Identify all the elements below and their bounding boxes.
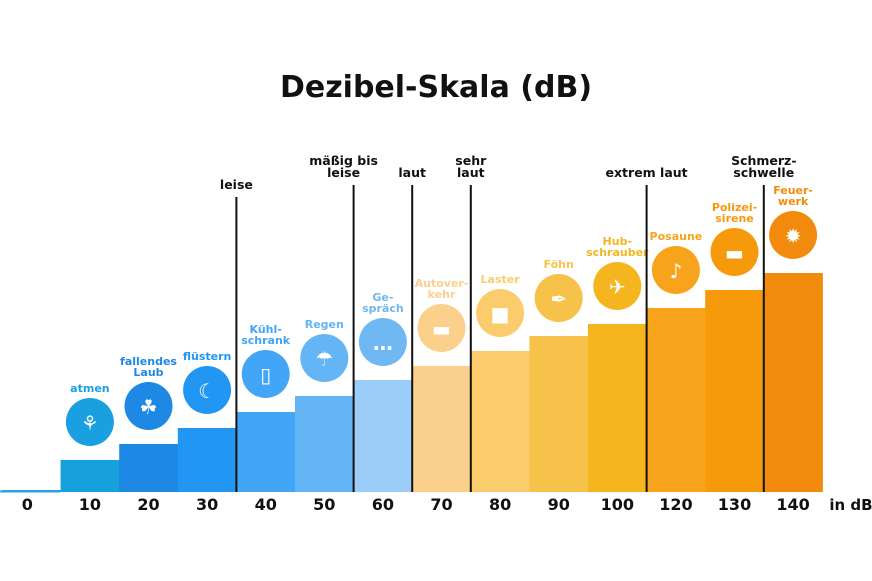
example-label-30: flüstern [183,350,232,363]
tick-label-120: 120 [659,495,692,514]
example-label-60: Ge- [372,291,393,304]
bar-30 [177,428,237,492]
bar-10 [60,460,120,492]
bar-140 [763,273,823,492]
tick-label-0: 0 [22,495,33,514]
bar-70 [412,366,472,492]
bar-100 [588,324,648,492]
bar-120 [646,308,706,492]
example-label-140: werk [778,195,809,208]
chart-title: Dezibel-Skala (dB) [280,70,592,105]
rain-cloud-icon [300,334,349,382]
bar-20 [119,444,179,492]
fireworks-icon [769,211,818,259]
threshold-label-80: laut [457,165,485,180]
lungs-icon-glyph: ⚘ [81,411,99,435]
example-label-10: atmen [70,382,109,395]
example-label-140: Feuer- [773,184,813,197]
example-label-100: schrauber [586,246,649,259]
fireworks-icon-glyph: ✹ [785,224,802,248]
tick-label-90: 90 [548,495,570,514]
helicopter-icon-glyph: ✈ [609,275,626,299]
hair-dryer-icon [534,274,583,322]
x-axis-label: in dB [829,496,872,514]
whisper-face-icon [183,366,232,414]
whisper-face-icon-glyph: ☾ [198,379,216,403]
tick-label-10: 10 [79,495,101,514]
example-label-20: fallendes [120,355,177,368]
bar-90 [529,336,589,492]
example-label-100: Hub- [603,235,632,248]
example-label-80: Laster [481,273,521,286]
speech-bubbles-icon-glyph: … [373,331,393,355]
truck-icon-glyph: ■ [491,302,510,326]
leaves-icon-glyph: ☘ [140,395,158,419]
lungs-icon [65,398,114,446]
tick-label-50: 50 [313,495,335,514]
tick-label-30: 30 [196,495,218,514]
truck-icon [476,289,525,337]
example-label-40: schrank [241,334,291,347]
tick-label-140: 140 [776,495,809,514]
bar-40 [236,412,296,492]
example-label-20: Laub [133,366,163,379]
tick-label-60: 60 [372,495,394,514]
threshold-label-140: Schmerz- [731,153,796,168]
tick-label-100: 100 [601,495,634,514]
example-label-40: Kühl- [250,323,282,336]
bar-50 [295,396,355,492]
tick-label-130: 130 [718,495,751,514]
example-label-70: kehr [428,288,456,301]
example-label-90: Föhn [544,258,574,271]
tick-label-40: 40 [255,495,277,514]
example-label-120: Posaune [650,230,703,243]
bar-130 [705,290,765,492]
police-car-icon-glyph: ▬ [725,241,744,265]
threshold-label-40: leise [220,177,253,192]
speech-bubbles-icon [358,318,407,366]
tick-label-80: 80 [489,495,511,514]
car-icon [417,304,466,352]
threshold-label-140: schwelle [733,165,794,180]
fridge-icon-glyph: ▯ [260,363,271,387]
threshold-label-120: extrem laut [606,165,688,180]
fridge-icon [241,350,290,398]
police-car-icon [710,228,759,276]
example-label-50: Regen [305,318,344,331]
tick-label-70: 70 [430,495,452,514]
example-label-130: sirene [715,212,754,225]
tick-label-20: 20 [137,495,159,514]
car-icon-glyph: ▬ [432,317,451,341]
example-label-130: Polizei- [712,201,757,214]
hair-dryer-icon-glyph: ✒ [550,287,567,311]
trombone-icon-glyph: ♪ [670,259,683,283]
bar-80 [470,351,530,492]
threshold-label-70: laut [398,165,426,180]
trombone-icon [651,246,700,294]
leaves-icon [124,382,173,430]
helicopter-icon [593,262,642,310]
threshold-label-80: sehr [455,153,487,168]
threshold-label-60: mäßig bis [309,153,378,168]
rain-cloud-icon-glyph: ☂ [315,347,333,371]
example-label-60: spräch [362,302,404,315]
threshold-label-60: leise [327,165,360,180]
example-label-70: Autover- [415,277,469,290]
bar-60 [353,380,413,492]
